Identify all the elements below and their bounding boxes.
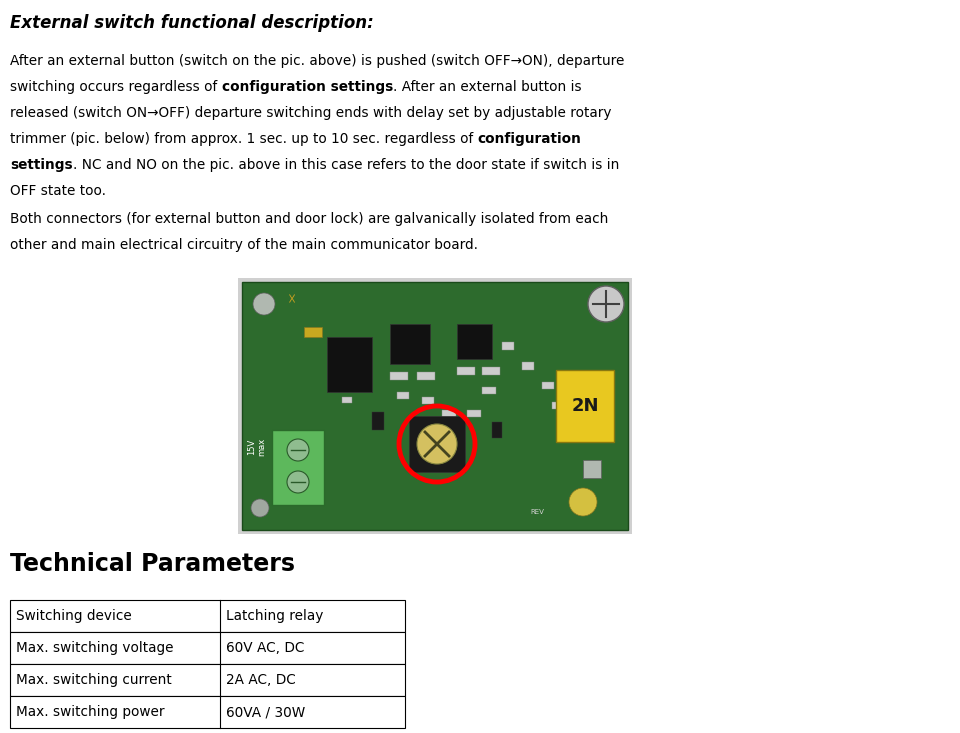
- Bar: [409, 416, 465, 472]
- Text: External switch functional description:: External switch functional description:: [10, 14, 373, 32]
- Bar: [457, 324, 492, 359]
- Text: Max. switching power: Max. switching power: [16, 705, 164, 719]
- Text: Latching relay: Latching relay: [226, 609, 324, 623]
- Circle shape: [569, 488, 597, 516]
- Bar: [457, 367, 475, 375]
- Bar: [437, 430, 447, 446]
- Bar: [552, 402, 564, 409]
- Text: released (switch ON→OFF) departure switching ends with delay set by adjustable r: released (switch ON→OFF) departure switc…: [10, 106, 612, 120]
- Text: Switching device: Switching device: [16, 609, 132, 623]
- Bar: [583, 460, 601, 478]
- Bar: [522, 362, 534, 370]
- Text: OFF state too.: OFF state too.: [10, 184, 106, 198]
- Bar: [342, 397, 352, 403]
- Bar: [467, 410, 481, 417]
- Bar: [390, 372, 408, 380]
- Circle shape: [588, 286, 624, 322]
- Text: 60V AC, DC: 60V AC, DC: [226, 641, 304, 655]
- Bar: [502, 342, 514, 350]
- Text: 2N: 2N: [571, 397, 599, 415]
- Text: settings: settings: [10, 158, 73, 172]
- Bar: [10, 600, 405, 632]
- Text: switching occurs regardless of: switching occurs regardless of: [10, 80, 222, 94]
- Text: . After an external button is: . After an external button is: [393, 80, 582, 94]
- Circle shape: [251, 499, 269, 517]
- Circle shape: [287, 471, 309, 493]
- Bar: [422, 397, 434, 404]
- Text: trimmer (pic. below) from approx. 1 sec. up to 10 sec. regardless of: trimmer (pic. below) from approx. 1 sec.…: [10, 132, 478, 146]
- Text: Both connectors (for external button and door lock) are galvanically isolated fr: Both connectors (for external button and…: [10, 212, 609, 226]
- Text: 60VA / 30W: 60VA / 30W: [226, 705, 305, 719]
- Text: Max. switching current: Max. switching current: [16, 673, 172, 687]
- Bar: [238, 278, 632, 534]
- Text: Max. switching voltage: Max. switching voltage: [16, 641, 174, 655]
- Bar: [10, 664, 405, 696]
- Bar: [304, 327, 322, 337]
- Circle shape: [417, 424, 457, 464]
- Text: REV: REV: [530, 509, 544, 515]
- Bar: [390, 324, 430, 364]
- Bar: [327, 337, 372, 392]
- Bar: [492, 422, 502, 438]
- Circle shape: [253, 293, 275, 315]
- Bar: [10, 696, 405, 728]
- Bar: [442, 410, 456, 417]
- Text: . NC and NO on the pic. above in this case refers to the door state if switch is: . NC and NO on the pic. above in this ca…: [73, 158, 619, 172]
- Bar: [482, 367, 500, 375]
- Text: 2A AC, DC: 2A AC, DC: [226, 673, 296, 687]
- Bar: [542, 382, 554, 389]
- Bar: [417, 372, 435, 380]
- Text: After an external button (switch on the pic. above) is pushed (switch OFF→ON), d: After an external button (switch on the …: [10, 54, 624, 68]
- Text: configuration: configuration: [478, 132, 582, 146]
- Bar: [397, 392, 409, 399]
- Text: 15V
max: 15V max: [248, 438, 267, 456]
- Bar: [372, 412, 384, 430]
- Text: Technical Parameters: Technical Parameters: [10, 552, 295, 576]
- Circle shape: [287, 439, 309, 461]
- Text: ☓: ☓: [288, 292, 296, 308]
- Bar: [482, 387, 496, 394]
- Bar: [272, 430, 324, 505]
- Bar: [10, 632, 405, 664]
- Bar: [556, 370, 614, 442]
- Text: other and main electrical circuitry of the main communicator board.: other and main electrical circuitry of t…: [10, 238, 478, 252]
- Bar: [242, 282, 628, 530]
- Text: configuration settings: configuration settings: [222, 80, 393, 94]
